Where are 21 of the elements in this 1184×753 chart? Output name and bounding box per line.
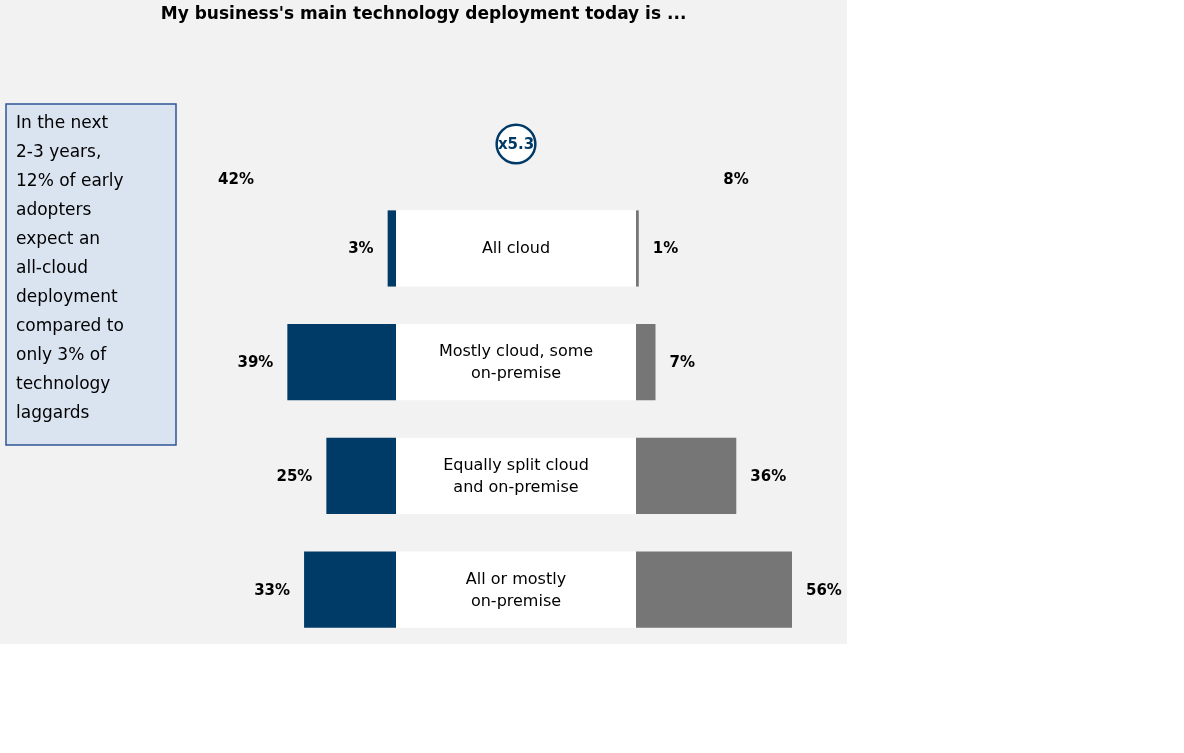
y-tick-label: All cloud [481,238,551,258]
data-label: 25% [276,466,313,485]
y-tick-label: Mostly cloud, some on-premise [438,341,594,383]
y-tick-label: Equally split cloud and on-premise [443,454,589,496]
text: 8% [723,170,749,188]
chart-title: My business's main technology deployment today is ... [160,3,687,24]
data-label: 3% [348,239,374,258]
bar [636,210,639,287]
data-label: 7% [669,353,695,372]
bar [636,324,656,401]
text: x5.3 [497,135,535,153]
text: In the next 2-3 years, 12% of early adopters expect an all-cloud deployment compared to only 3% of technology laggards [16,112,124,422]
data-label: 1% [652,239,679,258]
bar [326,437,396,514]
data-label: 39% [237,353,274,372]
text: 42% [218,170,254,188]
bar [387,210,396,287]
data-label: 56% [806,580,842,599]
data-label: 33% [254,580,291,599]
data-label: 36% [750,466,787,485]
y-tick-label: All or mostly on-premise [465,568,567,610]
